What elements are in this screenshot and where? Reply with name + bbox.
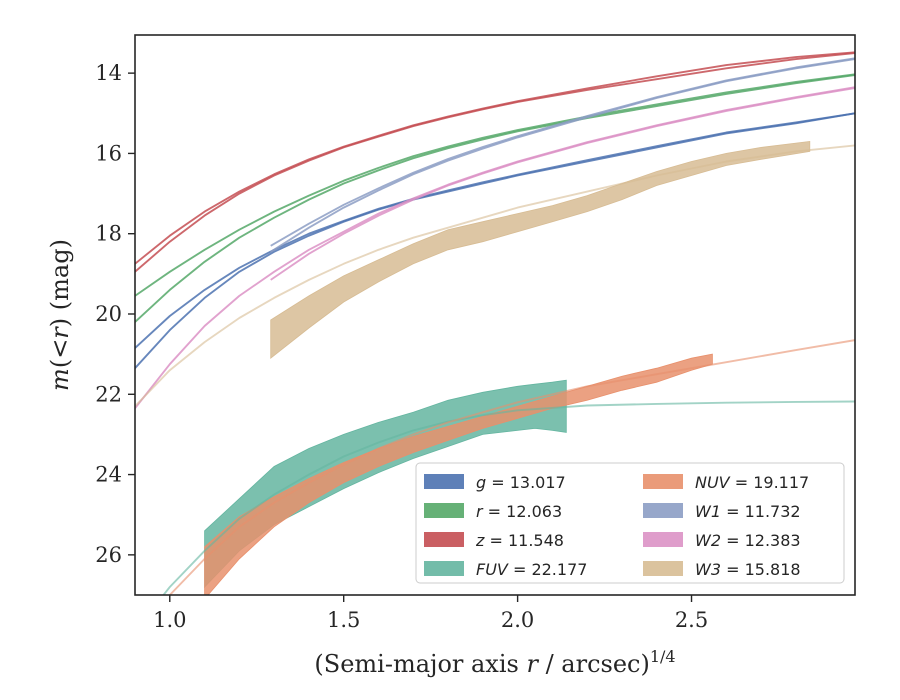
series-line-nuv-0 bbox=[168, 339, 855, 595]
legend-label: r = 12.063 bbox=[476, 502, 562, 521]
axes-frame bbox=[134, 34, 856, 596]
legend-swatch bbox=[424, 561, 464, 576]
legend-entry-w1: W1 = 11.732 bbox=[643, 502, 801, 521]
legend-swatch bbox=[643, 474, 683, 489]
series-line-w1-1 bbox=[270, 57, 855, 247]
legend-label: W3 = 15.818 bbox=[695, 560, 801, 579]
y-tick-label: 14 bbox=[95, 61, 122, 85]
plot-area bbox=[135, 51, 855, 595]
legend-entry-nuv: NUV = 19.117 bbox=[643, 473, 809, 492]
x-tick-label: 2.5 bbox=[675, 608, 708, 632]
legend-entry-g: g = 13.017 bbox=[424, 473, 566, 492]
legend-entry-r: r = 12.063 bbox=[424, 502, 562, 521]
y-tick-label: 26 bbox=[95, 543, 122, 567]
y-tick-label: 16 bbox=[95, 141, 122, 165]
legend-swatch bbox=[424, 503, 464, 518]
legend-label: z = 11.548 bbox=[475, 531, 564, 550]
legend-swatch bbox=[643, 532, 683, 547]
y-axis-title: m(<r) (mag) bbox=[46, 239, 74, 391]
y-tick-label: 22 bbox=[95, 382, 122, 406]
series-line-w3-0 bbox=[135, 144, 855, 407]
y-tick-label: 24 bbox=[95, 463, 122, 487]
legend-swatch bbox=[643, 561, 683, 576]
series-line-fuv-0 bbox=[162, 400, 855, 595]
series-line-z-1 bbox=[135, 51, 855, 265]
x-tick-label: 2.0 bbox=[501, 608, 534, 632]
legend-swatch bbox=[424, 474, 464, 489]
legend-box bbox=[415, 462, 845, 584]
series-line-r-0 bbox=[135, 74, 855, 323]
y-tick-label: 18 bbox=[95, 222, 122, 246]
band-fuv bbox=[204, 379, 567, 588]
y-tick-label: 20 bbox=[95, 302, 122, 326]
legend-label: W2 = 12.383 bbox=[695, 531, 801, 550]
legend: g = 13.017 r = 12.063 z = 11.548 FUV = 22.1… bbox=[415, 462, 845, 584]
x-axis-title: (Semi-major axis r / arcsec)1/4 bbox=[314, 647, 675, 678]
x-tick-label: 1.0 bbox=[153, 608, 186, 632]
legend-label: W1 = 11.732 bbox=[695, 502, 801, 521]
legend-label: g = 13.017 bbox=[476, 473, 566, 492]
legend-entry-w3: W3 = 15.818 bbox=[643, 560, 801, 579]
legend-entry-w2: W2 = 12.383 bbox=[643, 531, 801, 550]
legend-label: NUV = 19.117 bbox=[695, 473, 809, 492]
series-line-w2-1 bbox=[270, 87, 855, 281]
legend-swatch bbox=[643, 503, 683, 518]
y-axis: 14 16 18 20 22 24 26 bbox=[95, 61, 135, 567]
band-w3 bbox=[270, 140, 811, 360]
x-tick-label: 1.5 bbox=[327, 608, 360, 632]
legend-entry-fuv: FUV = 22.177 bbox=[424, 560, 587, 579]
series-line-r-1 bbox=[135, 73, 855, 297]
legend-entry-z: z = 11.548 bbox=[424, 531, 564, 550]
legend-swatch bbox=[424, 532, 464, 547]
x-axis: 1.0 1.5 2.0 2.5 bbox=[153, 595, 708, 632]
legend-label: FUV = 22.177 bbox=[476, 560, 587, 579]
